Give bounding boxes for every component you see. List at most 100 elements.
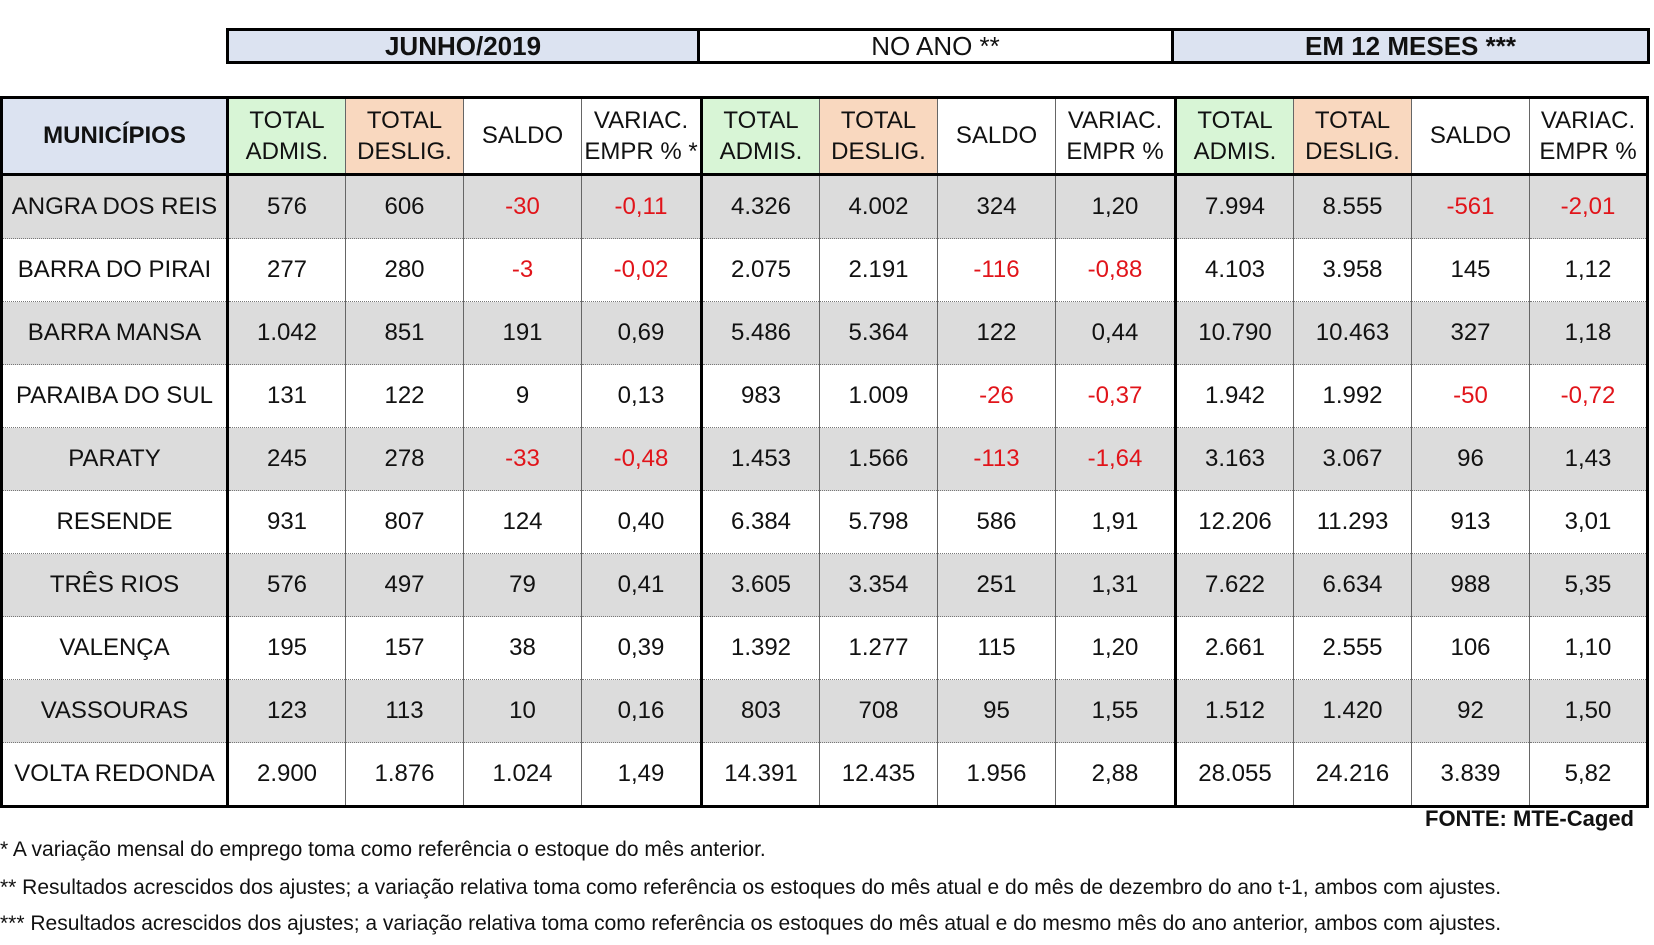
table-cell: 983 xyxy=(700,364,820,428)
table-cell: 10.790 xyxy=(1174,301,1294,365)
table-cell: 278 xyxy=(345,427,464,491)
table-cell: 145 xyxy=(1411,238,1530,302)
table-cell: 4.326 xyxy=(700,174,820,239)
table-cell: 3.839 xyxy=(1411,742,1530,808)
municipio-name: TRÊS RIOS xyxy=(0,553,228,617)
municipio-name: BARRA MANSA xyxy=(0,301,228,365)
table-cell: 251 xyxy=(937,553,1056,617)
variac-header: VARIAC. EMPR % * xyxy=(581,96,702,176)
table-cell: 5.364 xyxy=(819,301,938,365)
group-header-junho: JUNHO/2019 xyxy=(226,28,700,64)
table-cell: 1.992 xyxy=(1293,364,1412,428)
table-cell: 79 xyxy=(463,553,582,617)
table-cell: 123 xyxy=(226,679,346,743)
column-header-row: MUNICÍPIOS TOTAL ADMIS. TOTAL DESLIG. SALD… xyxy=(0,96,1649,176)
table-cell: 7.994 xyxy=(1174,174,1294,239)
table-cell: 0,40 xyxy=(581,490,702,554)
table-cell: 4.103 xyxy=(1174,238,1294,302)
table-cell: 1,49 xyxy=(581,742,702,808)
table-cell: 576 xyxy=(226,553,346,617)
table-cell: 913 xyxy=(1411,490,1530,554)
table-cell: 1,20 xyxy=(1055,174,1176,239)
table-cell: 277 xyxy=(226,238,346,302)
table-cell: 0,41 xyxy=(581,553,702,617)
table-cell: -116 xyxy=(937,238,1056,302)
table-cell: 1,50 xyxy=(1529,679,1649,743)
table-cell: 1.942 xyxy=(1174,364,1294,428)
table-body: ANGRA DOS REIS 576 606 -30 -0,11 4.326 4.002 32… xyxy=(0,174,1649,808)
table-cell: 5,35 xyxy=(1529,553,1649,617)
table-cell: 1.453 xyxy=(700,427,820,491)
table-cell: 324 xyxy=(937,174,1056,239)
table-cell: -561 xyxy=(1411,174,1530,239)
table-cell: 1,91 xyxy=(1055,490,1176,554)
table-cell: -113 xyxy=(937,427,1056,491)
table-cell: 28.055 xyxy=(1174,742,1294,808)
table-cell: 8.555 xyxy=(1293,174,1412,239)
table-cell: 576 xyxy=(226,174,346,239)
municipio-name: BARRA DO PIRAI xyxy=(0,238,228,302)
table-cell: 2.191 xyxy=(819,238,938,302)
table-cell: 1.392 xyxy=(700,616,820,680)
municipio-name: VASSOURAS xyxy=(0,679,228,743)
group-header-no-ano: NO ANO ** xyxy=(700,28,1174,64)
table-cell: 1.042 xyxy=(226,301,346,365)
table-cell: 14.391 xyxy=(700,742,820,808)
table-cell: -30 xyxy=(463,174,582,239)
table-cell: 1.420 xyxy=(1293,679,1412,743)
table-row: TRÊS RIOS 576 497 79 0,41 3.605 3.354 251 1,31 7.… xyxy=(0,553,1649,617)
table-cell: 1.277 xyxy=(819,616,938,680)
table-cell: 931 xyxy=(226,490,346,554)
table-cell: -33 xyxy=(463,427,582,491)
municipio-name: RESENDE xyxy=(0,490,228,554)
table-cell: 1,43 xyxy=(1529,427,1649,491)
table-cell: 0,39 xyxy=(581,616,702,680)
municipio-name: PARAIBA DO SUL xyxy=(0,364,228,428)
footnote-1: * A variação mensal do emprego toma como… xyxy=(0,838,766,861)
table-cell: -0,48 xyxy=(581,427,702,491)
municipio-name: ANGRA DOS REIS xyxy=(0,174,228,239)
municipio-name: VOLTA REDONDA xyxy=(0,742,228,808)
table-cell: -3 xyxy=(463,238,582,302)
admis-header: TOTAL ADMIS. xyxy=(226,96,346,176)
table-cell: 11.293 xyxy=(1293,490,1412,554)
admis-header: TOTAL ADMIS. xyxy=(700,96,820,176)
table-cell: 122 xyxy=(937,301,1056,365)
variac-header: VARIAC. EMPR % xyxy=(1055,96,1176,176)
admis-header: TOTAL ADMIS. xyxy=(1174,96,1294,176)
table-cell: 1,20 xyxy=(1055,616,1176,680)
employment-table: MUNICÍPIOS TOTAL ADMIS. TOTAL DESLIG. SALD… xyxy=(0,96,1649,808)
table-cell: -0,37 xyxy=(1055,364,1176,428)
table-cell: 5.486 xyxy=(700,301,820,365)
table-cell: 803 xyxy=(700,679,820,743)
table-cell: 0,69 xyxy=(581,301,702,365)
table-cell: 708 xyxy=(819,679,938,743)
table-cell: 1,10 xyxy=(1529,616,1649,680)
table-cell: 12.435 xyxy=(819,742,938,808)
table-cell: 6.384 xyxy=(700,490,820,554)
table-cell: 191 xyxy=(463,301,582,365)
table-cell: -2,01 xyxy=(1529,174,1649,239)
table-cell: 280 xyxy=(345,238,464,302)
table-cell: -50 xyxy=(1411,364,1530,428)
table-cell: 1,31 xyxy=(1055,553,1176,617)
source-label: FONTE: MTE-Caged xyxy=(1425,806,1634,831)
table-cell: 1.956 xyxy=(937,742,1056,808)
table-cell: 9 xyxy=(463,364,582,428)
table-cell: 1.876 xyxy=(345,742,464,808)
table-cell: -0,88 xyxy=(1055,238,1176,302)
table-cell: 95 xyxy=(937,679,1056,743)
table-cell: 2.555 xyxy=(1293,616,1412,680)
table-row: VOLTA REDONDA 2.900 1.876 1.024 1,49 14.391 12… xyxy=(0,742,1649,808)
table-cell: 131 xyxy=(226,364,346,428)
table-cell: 96 xyxy=(1411,427,1530,491)
deslig-header: TOTAL DESLIG. xyxy=(345,96,464,176)
table-cell: -0,02 xyxy=(581,238,702,302)
table-cell: 497 xyxy=(345,553,464,617)
footnote-2: ** Resultados acrescidos dos ajustes; a … xyxy=(0,876,1502,899)
table-cell: 4.002 xyxy=(819,174,938,239)
table-row: PARATY 245 278 -33 -0,48 1.453 1.566 -113 -1,64 3… xyxy=(0,427,1649,491)
table-cell: 92 xyxy=(1411,679,1530,743)
municipio-name: VALENÇA xyxy=(0,616,228,680)
deslig-header: TOTAL DESLIG. xyxy=(1293,96,1412,176)
